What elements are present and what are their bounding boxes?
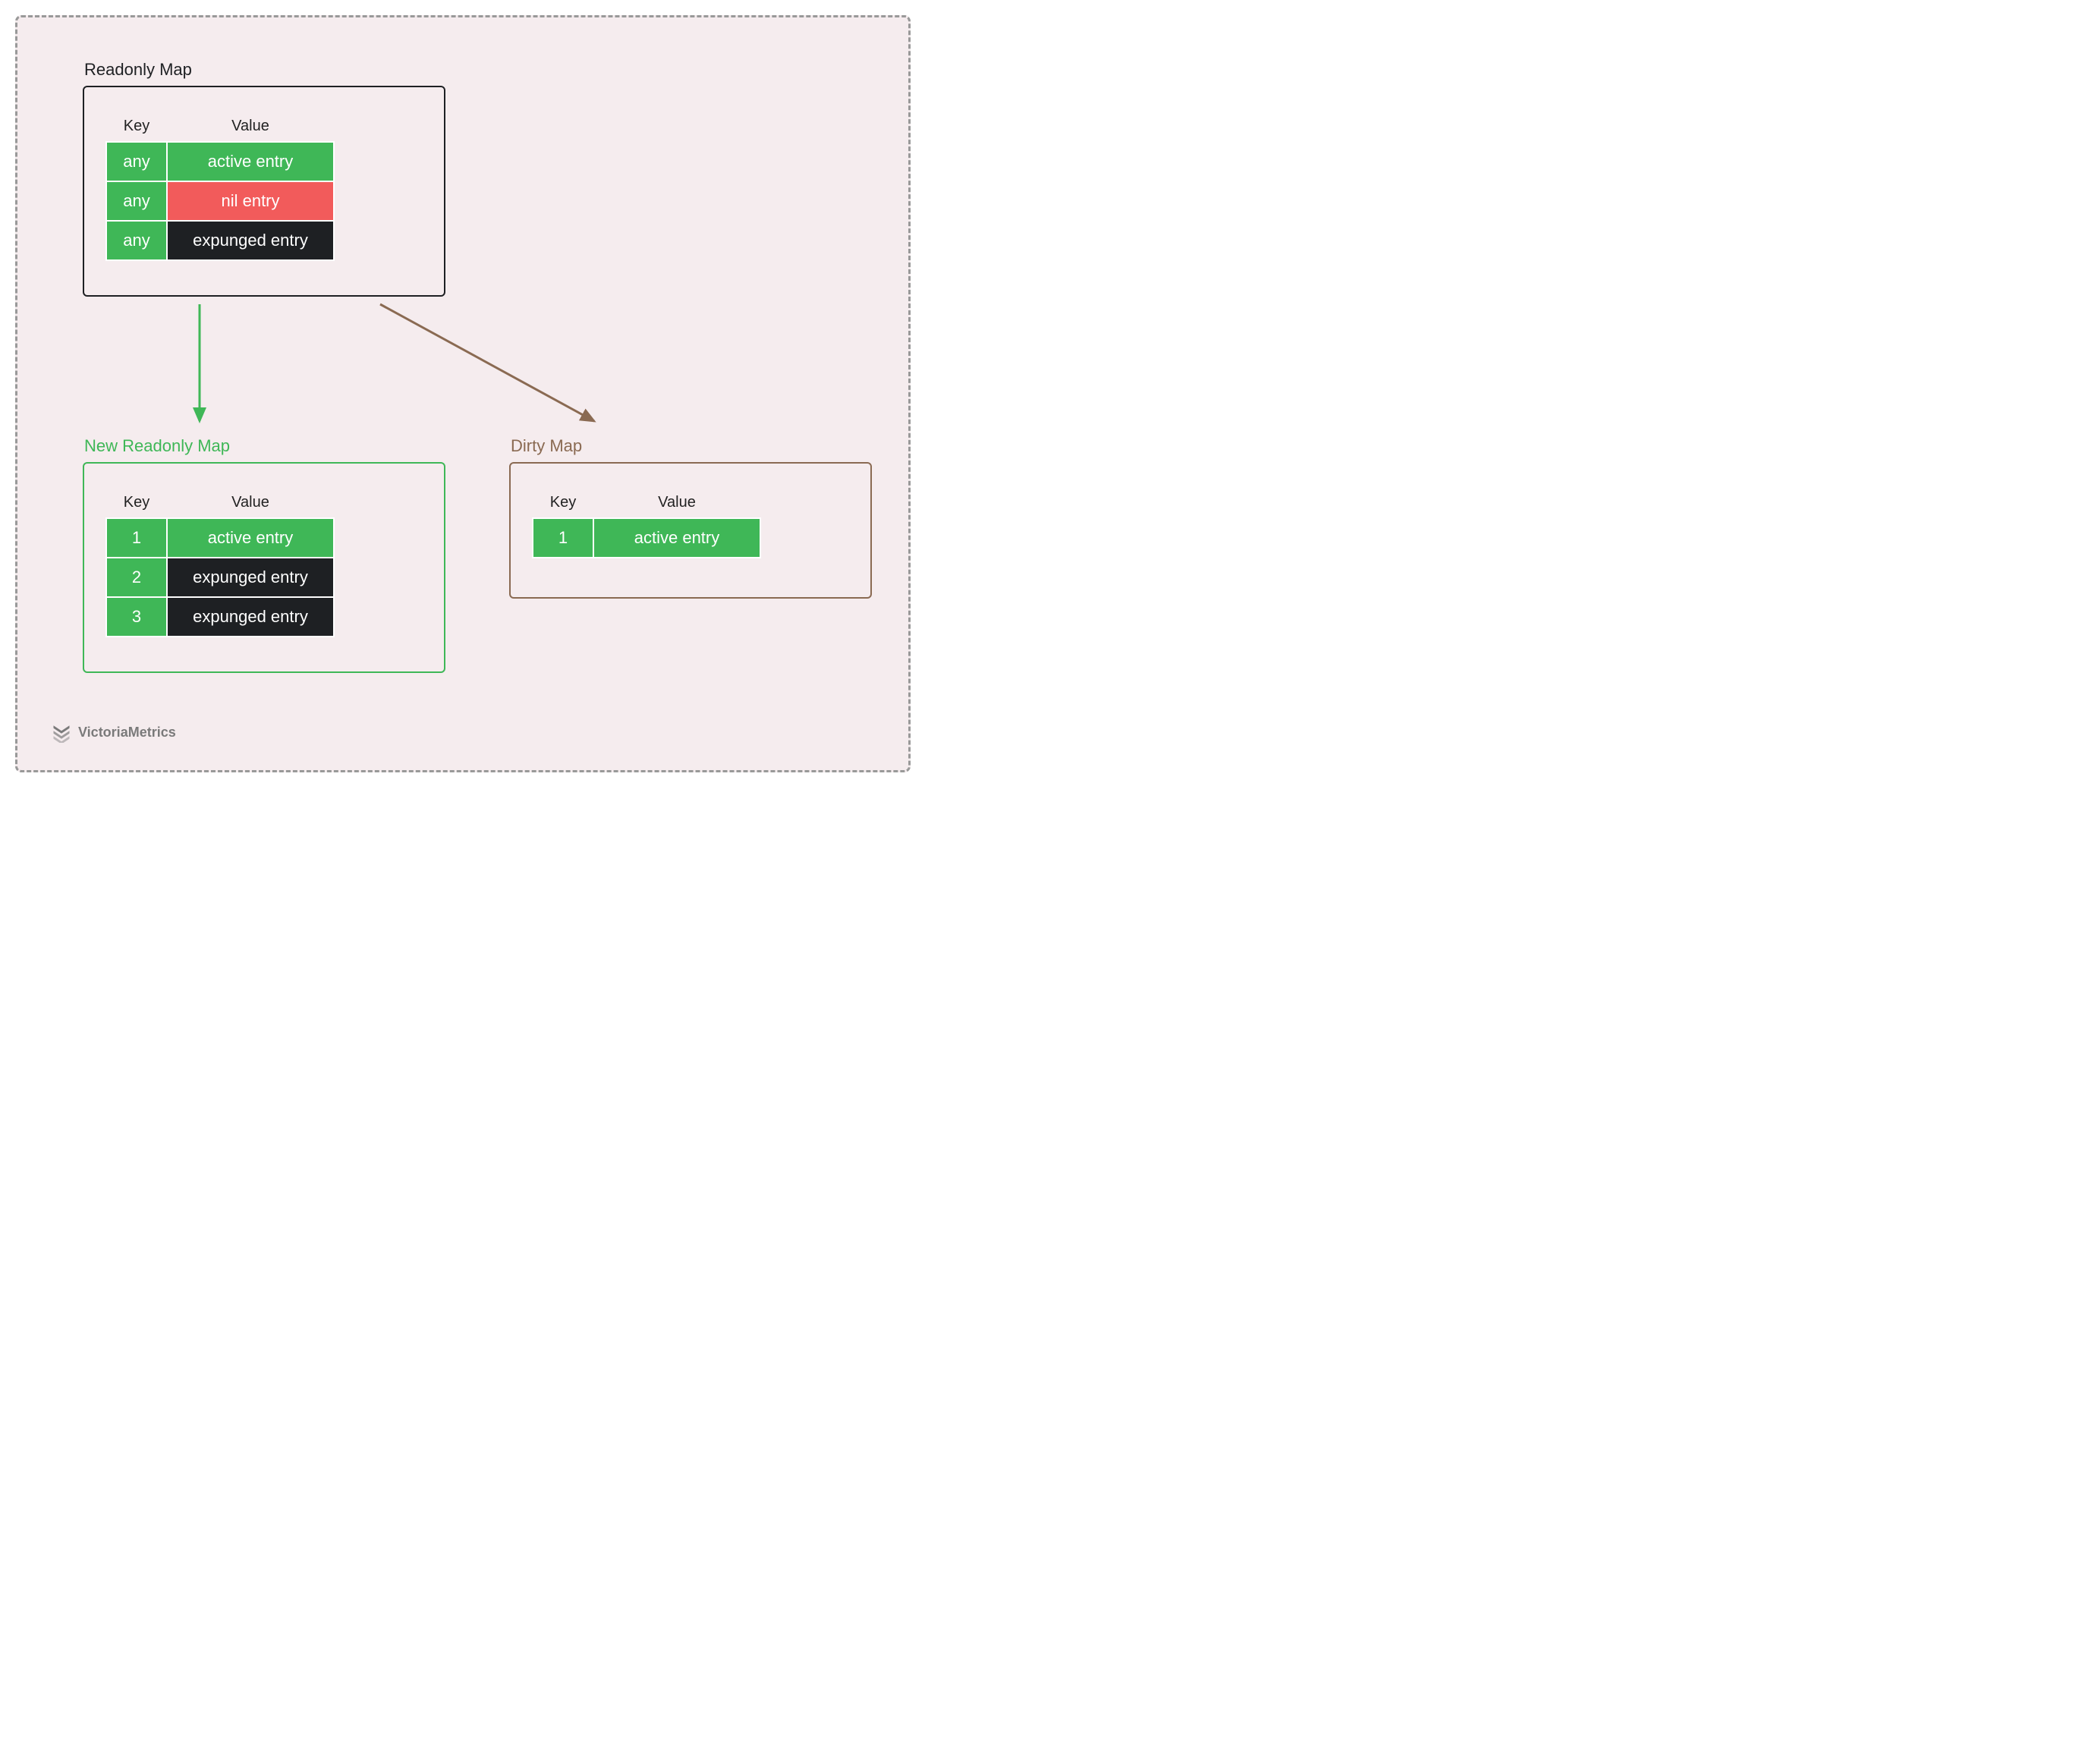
table-row: anyexpunged entry xyxy=(106,221,334,260)
table-row: 1active entry xyxy=(106,518,334,558)
cell-key: any xyxy=(106,181,167,221)
table-row: anynil entry xyxy=(106,181,334,221)
arrow-to-dirty xyxy=(380,304,594,421)
cell-value: active entry xyxy=(167,142,334,181)
table-header-key: Key xyxy=(533,488,593,518)
new-readonly-map-table: Key Value 1active entry2expunged entry3e… xyxy=(105,488,335,637)
table-row: 3expunged entry xyxy=(106,597,334,637)
cell-value: expunged entry xyxy=(167,558,334,597)
logo-text: VictoriaMetrics xyxy=(78,725,176,741)
cell-key: any xyxy=(106,142,167,181)
table-header-value: Value xyxy=(167,488,334,518)
readonly-map-box: Readonly Map Key Value anyactive entryan… xyxy=(83,86,445,297)
readonly-map-table: Key Value anyactive entryanynil entryany… xyxy=(105,112,335,261)
table-row: 1active entry xyxy=(533,518,760,558)
new-readonly-map-title: New Readonly Map xyxy=(84,436,230,456)
readonly-map-title: Readonly Map xyxy=(84,60,192,80)
dirty-map-title: Dirty Map xyxy=(511,436,582,456)
cell-key: 1 xyxy=(106,518,167,558)
cell-key: 1 xyxy=(533,518,593,558)
cell-key: 2 xyxy=(106,558,167,597)
dirty-map-box: Dirty Map Key Value 1active entry xyxy=(509,462,872,599)
cell-value: nil entry xyxy=(167,181,334,221)
diagram-canvas: Readonly Map Key Value anyactive entryan… xyxy=(15,15,911,772)
table-header-key: Key xyxy=(106,112,167,142)
table-header-value: Value xyxy=(167,112,334,142)
table-header-key: Key xyxy=(106,488,167,518)
dirty-map-table: Key Value 1active entry xyxy=(532,488,761,558)
cell-value: active entry xyxy=(167,518,334,558)
table-row: 2expunged entry xyxy=(106,558,334,597)
cell-value: active entry xyxy=(593,518,760,558)
cell-key: 3 xyxy=(106,597,167,637)
victoriametrics-logo: VictoriaMetrics xyxy=(51,722,176,743)
table-header-value: Value xyxy=(593,488,760,518)
cell-value: expunged entry xyxy=(167,597,334,637)
cell-value: expunged entry xyxy=(167,221,334,260)
cell-key: any xyxy=(106,221,167,260)
logo-icon xyxy=(51,722,72,743)
new-readonly-map-box: New Readonly Map Key Value 1active entry… xyxy=(83,462,445,673)
table-row: anyactive entry xyxy=(106,142,334,181)
